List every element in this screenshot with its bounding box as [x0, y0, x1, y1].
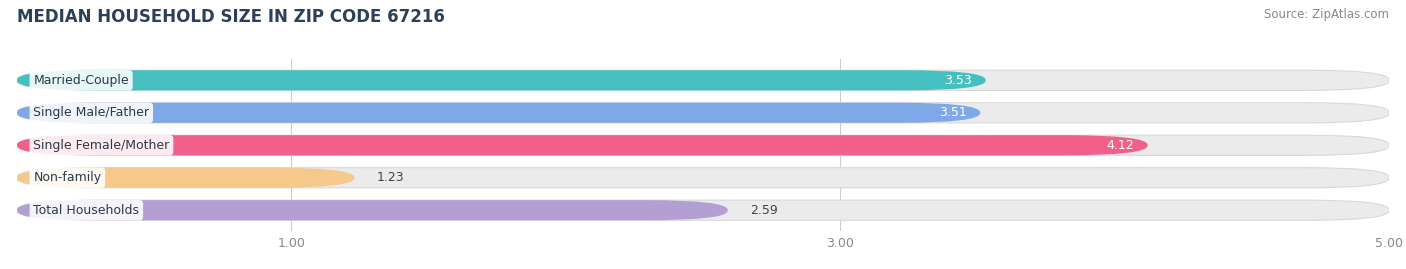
Text: Married-Couple: Married-Couple	[34, 74, 129, 87]
Text: Single Male/Father: Single Male/Father	[34, 106, 149, 119]
FancyBboxPatch shape	[17, 135, 1147, 155]
FancyBboxPatch shape	[17, 168, 354, 188]
Text: Non-family: Non-family	[34, 171, 101, 184]
Text: Single Female/Mother: Single Female/Mother	[34, 139, 170, 152]
Text: 4.12: 4.12	[1107, 139, 1133, 152]
FancyBboxPatch shape	[17, 200, 728, 220]
FancyBboxPatch shape	[17, 103, 1389, 123]
FancyBboxPatch shape	[17, 168, 1389, 188]
FancyBboxPatch shape	[17, 103, 980, 123]
Text: Source: ZipAtlas.com: Source: ZipAtlas.com	[1264, 8, 1389, 21]
Text: 3.53: 3.53	[945, 74, 972, 87]
FancyBboxPatch shape	[17, 135, 1389, 155]
Text: 3.51: 3.51	[939, 106, 966, 119]
Text: MEDIAN HOUSEHOLD SIZE IN ZIP CODE 67216: MEDIAN HOUSEHOLD SIZE IN ZIP CODE 67216	[17, 8, 444, 26]
FancyBboxPatch shape	[17, 70, 1389, 90]
FancyBboxPatch shape	[17, 70, 986, 90]
FancyBboxPatch shape	[17, 200, 1389, 220]
Text: 1.23: 1.23	[377, 171, 404, 184]
Text: 2.59: 2.59	[749, 204, 778, 217]
Text: Total Households: Total Households	[34, 204, 139, 217]
